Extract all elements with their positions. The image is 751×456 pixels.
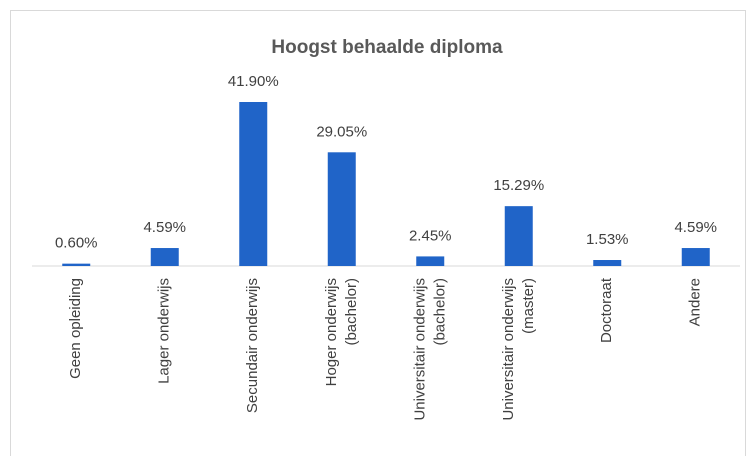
data-label: 1.53%	[586, 231, 629, 248]
data-label: 41.90%	[228, 73, 279, 90]
label-line: (bachelor)	[431, 278, 448, 346]
x-tick-label: Geen opleiding	[67, 278, 84, 379]
bar	[327, 152, 356, 266]
bar	[239, 102, 268, 266]
data-label: 0.60%	[55, 235, 98, 252]
chart-title: Hoogst behaalde diploma	[271, 37, 503, 58]
chart-border	[10, 10, 746, 456]
label-line: Hoger onderwijs	[323, 278, 340, 386]
x-tick-label: Lager onderwijs	[156, 278, 173, 384]
bar	[681, 248, 710, 266]
data-label: 29.05%	[316, 123, 367, 140]
label-line: (master)	[520, 278, 537, 334]
bar	[593, 260, 622, 266]
label-line: (bachelor)	[343, 278, 360, 346]
data-label: 4.59%	[674, 219, 717, 236]
bar	[150, 248, 179, 266]
bar	[416, 256, 445, 266]
x-tick-label: Andere	[687, 278, 704, 326]
bar	[62, 263, 91, 266]
x-tick-label: Secundair onderwijs	[244, 278, 261, 413]
bar	[504, 206, 533, 266]
x-tick-label: Hoger onderwijs (bachelor)	[323, 278, 360, 386]
data-label: 15.29%	[493, 177, 544, 194]
label-line: Universitair onderwijs	[411, 278, 428, 421]
x-tick-label: Universitair onderwijs (bachelor)	[411, 278, 448, 421]
x-tick-label: Doctoraat	[598, 277, 615, 343]
label-line: Universitair onderwijs	[500, 278, 517, 421]
data-label: 2.45%	[409, 227, 452, 244]
x-tick-label: Universitair onderwijs (master)	[500, 278, 537, 421]
data-label: 4.59%	[143, 219, 186, 236]
